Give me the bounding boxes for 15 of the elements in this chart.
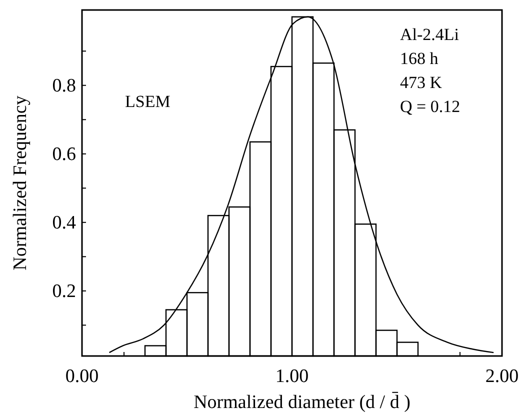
x-tick-label: 0.00 bbox=[65, 366, 99, 387]
y-tick-label: 0.2 bbox=[52, 280, 76, 302]
line-series bbox=[108, 16, 494, 354]
x-axis-title: Normalized diameter (d / d̄ ) bbox=[194, 392, 410, 413]
y-tick-label: 0.6 bbox=[52, 144, 76, 165]
y-axis-title: Normalized Frequency bbox=[10, 95, 31, 270]
y-tick-label: 0.8 bbox=[52, 75, 76, 96]
annotation: Al-2.4Li bbox=[400, 25, 460, 44]
x-tick-label: 1.00 bbox=[275, 366, 309, 387]
y-tick-label: 0.4 bbox=[52, 212, 76, 234]
annotation: LSEM bbox=[125, 92, 170, 111]
annotation: 473 K bbox=[400, 73, 443, 92]
annotation: 168 h bbox=[400, 49, 439, 68]
x-tick-label: 2.00 bbox=[485, 366, 519, 387]
annotation: Q = 0.12 bbox=[400, 97, 460, 116]
